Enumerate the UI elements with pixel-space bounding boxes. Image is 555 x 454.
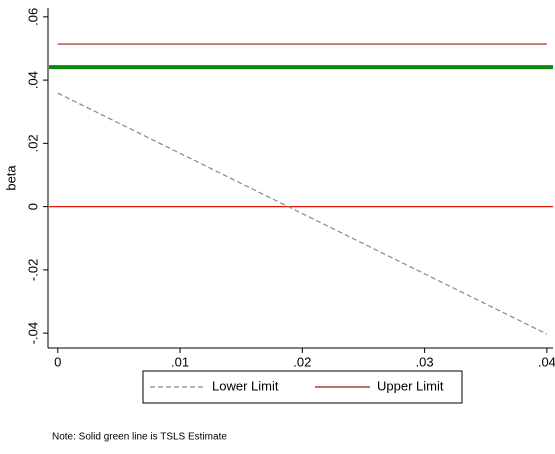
y-tick-label: .04 bbox=[25, 71, 40, 89]
legend-label: Lower Limit bbox=[212, 378, 279, 393]
y-tick-label: .06 bbox=[25, 8, 40, 26]
y-tick-label: 0 bbox=[25, 203, 40, 210]
y-axis-label: beta bbox=[3, 165, 18, 191]
y-tick-label: -.02 bbox=[25, 259, 40, 281]
legend-label: Upper Limit bbox=[377, 378, 444, 393]
series-line bbox=[57, 92, 548, 335]
y-tick-label: .02 bbox=[25, 134, 40, 152]
note: Note: Solid green line is TSLS Estimate bbox=[52, 432, 227, 443]
legend-box bbox=[142, 370, 463, 404]
x-tick-label: 0 bbox=[54, 354, 61, 369]
x-tick-label: .03 bbox=[416, 354, 434, 369]
y-tick-label: -.04 bbox=[25, 322, 40, 344]
x-tick-label: .02 bbox=[293, 354, 311, 369]
x-tick-label: .04 bbox=[538, 354, 555, 369]
x-tick-label: .01 bbox=[171, 354, 189, 369]
